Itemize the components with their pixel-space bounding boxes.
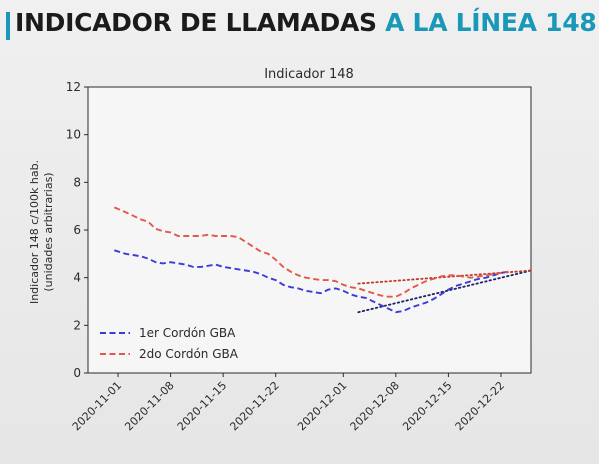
y-axis-label-line1: Indicador 148 c/100k hab. (28, 160, 41, 304)
legend-label: 1er Cordón GBA (139, 326, 236, 340)
x-tick-label: 2020-12-22 (453, 379, 507, 433)
x-tick-label: 2020-11-08 (122, 379, 176, 433)
y-axis-label-line2: (unidades arbitrarias) (42, 172, 55, 291)
chart-title: Indicador 148 (264, 67, 354, 82)
series-line-1 (114, 249, 509, 314)
x-tick-label: 2020-11-22 (227, 379, 281, 433)
trendline (357, 269, 532, 314)
slide-title-bar: INDICADOR DE LLAMADAS A LA LÍNEA 148 (0, 4, 599, 44)
legend-label: 2do Cordón GBA (139, 347, 239, 361)
slide-title-part1: INDICADOR DE LLAMADAS (15, 8, 386, 37)
x-axis: 2020-11-012020-11-082020-11-152020-11-22… (70, 373, 507, 433)
slide-title-part2: A LA LÍNEA 148 (385, 8, 597, 37)
x-tick-label: 2020-11-15 (175, 379, 229, 433)
y-tick-label: 10 (66, 128, 81, 142)
y-tick-label: 8 (73, 175, 81, 189)
y-tick-label: 2 (73, 318, 81, 332)
y-tick-label: 12 (66, 80, 81, 94)
y-tick-label: 0 (73, 366, 81, 380)
slide-title: INDICADOR DE LLAMADAS A LA LÍNEA 148 (15, 8, 597, 37)
series-line-2 (113, 206, 509, 298)
x-tick-label: 2020-12-08 (348, 379, 402, 433)
title-accent-bar (6, 12, 10, 40)
y-tick-label: 6 (73, 223, 81, 237)
x-tick-label: 2020-12-01 (295, 379, 349, 433)
x-tick-label: 2020-12-15 (400, 379, 454, 433)
y-tick-label: 4 (73, 271, 81, 285)
x-tick-label: 2020-11-01 (70, 379, 124, 433)
y-axis: 0 2 4 6 8 10 12 (66, 80, 88, 380)
series-lines (113, 206, 509, 314)
legend: 1er Cordón GBA 2do Cordón GBA (100, 326, 239, 361)
